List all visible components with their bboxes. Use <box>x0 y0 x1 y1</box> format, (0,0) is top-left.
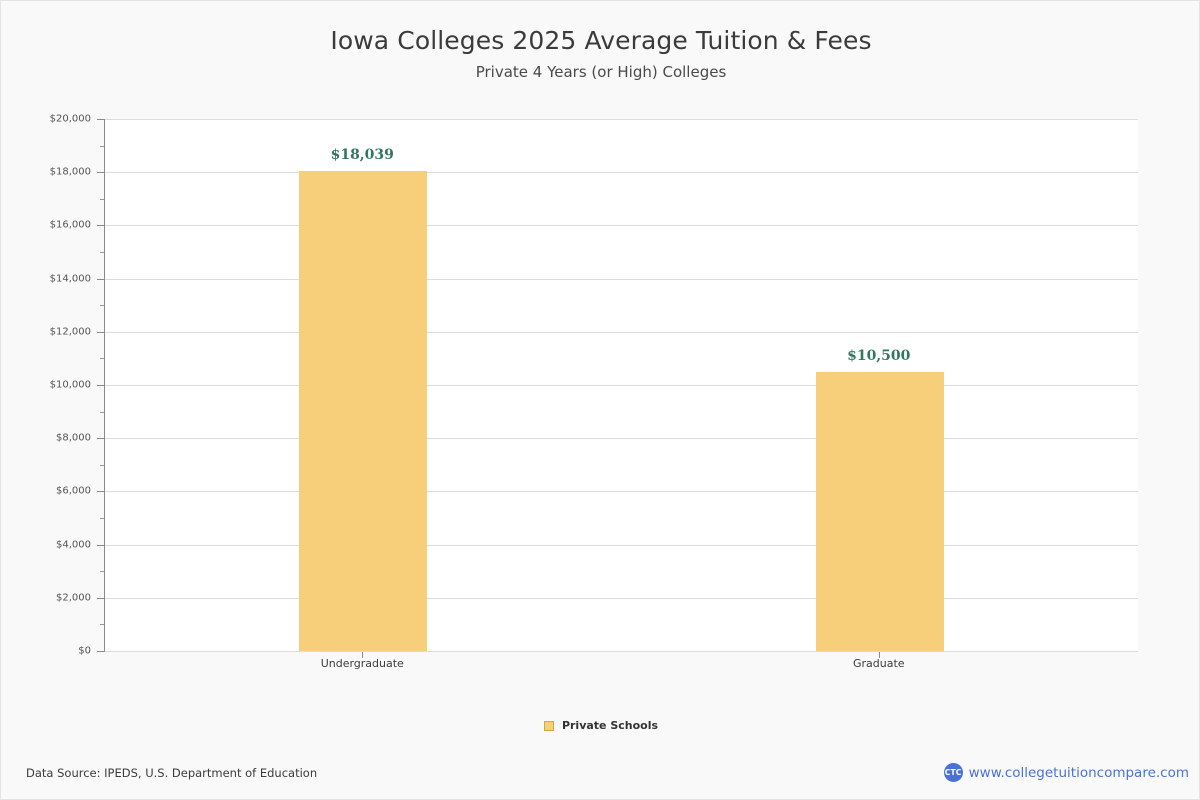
gridline <box>105 278 1138 280</box>
chart-title: Iowa Colleges 2025 Average Tuition & Fee… <box>330 26 872 55</box>
gridline <box>105 225 1138 227</box>
gridline <box>105 119 1138 120</box>
gridline <box>105 172 1138 174</box>
gridline <box>105 597 1138 599</box>
x-axis-tick-label: Graduate <box>852 657 905 670</box>
y-axis-tick-mark <box>97 331 104 333</box>
ctc-logo-icon: CTC <box>943 763 963 782</box>
y-axis-tick-label: $0 <box>78 645 91 657</box>
y-axis-tick-label: $12,000 <box>49 326 91 338</box>
y-axis-tick-label: $10,000 <box>49 379 91 391</box>
y-axis-minor-tick <box>100 145 104 147</box>
brand-link[interactable]: CTC www.collegetuitioncompare.com <box>943 763 1189 782</box>
y-axis-tick-label: $4,000 <box>56 539 91 551</box>
y-axis-minor-tick <box>100 252 104 253</box>
y-axis-tick-mark <box>97 438 104 440</box>
gridline <box>105 491 1138 493</box>
x-axis-tick-mark <box>362 652 364 658</box>
y-axis-tick-label: $18,000 <box>49 166 91 178</box>
legend-swatch-icon <box>543 720 554 731</box>
y-axis-tick-label: $2,000 <box>56 592 91 604</box>
chart-subtitle: Private 4 Years (or High) Colleges <box>475 63 727 81</box>
bar-undergraduate[interactable] <box>299 171 428 651</box>
y-axis-tick-mark <box>97 491 104 493</box>
y-axis-minor-tick <box>100 571 104 573</box>
y-axis-minor-tick <box>100 518 104 519</box>
y-axis-tick-mark <box>97 651 104 652</box>
gridline <box>105 385 1138 386</box>
y-axis-minor-tick <box>100 411 104 413</box>
gridline <box>105 438 1138 440</box>
data-source-note: Data Source: IPEDS, U.S. Department of E… <box>26 766 318 780</box>
legend-label: Private Schools <box>561 719 659 732</box>
x-axis-tick-mark <box>878 652 880 658</box>
y-axis-tick-label: $16,000 <box>49 219 91 231</box>
y-axis-minor-tick <box>100 305 104 307</box>
y-axis-minor-tick <box>100 624 104 626</box>
y-axis-tick-mark <box>97 544 104 546</box>
chart-legend: Private Schools <box>1 719 1200 732</box>
y-axis-tick-label: $20,000 <box>49 113 91 125</box>
y-axis-minor-tick <box>100 464 104 466</box>
gridline <box>105 544 1138 546</box>
y-axis-tick-label: $6,000 <box>56 485 91 497</box>
gridline <box>105 331 1138 333</box>
y-axis-tick-mark <box>97 119 104 120</box>
bar-value-label: $10,500 <box>847 347 911 364</box>
y-axis-minor-tick <box>100 358 104 360</box>
bar-graduate[interactable] <box>815 371 944 651</box>
y-axis-tick-label: $14,000 <box>49 273 91 285</box>
brand-url-label[interactable]: www.collegetuitioncompare.com <box>968 764 1189 781</box>
y-axis-tick-label: $8,000 <box>56 432 91 444</box>
bar-value-label: $18,039 <box>330 147 394 164</box>
y-axis-tick-mark <box>97 597 104 599</box>
legend-item[interactable]: Private Schools <box>543 719 659 732</box>
x-axis-tick-label: Undergraduate <box>320 657 404 670</box>
gridline <box>105 651 1138 652</box>
y-axis-tick-mark <box>97 278 104 280</box>
y-axis-tick-mark <box>97 385 104 386</box>
y-axis-minor-tick <box>100 198 104 200</box>
plot-area <box>104 119 1138 652</box>
y-axis-tick-mark <box>97 225 104 227</box>
y-axis-tick-mark <box>97 172 104 174</box>
